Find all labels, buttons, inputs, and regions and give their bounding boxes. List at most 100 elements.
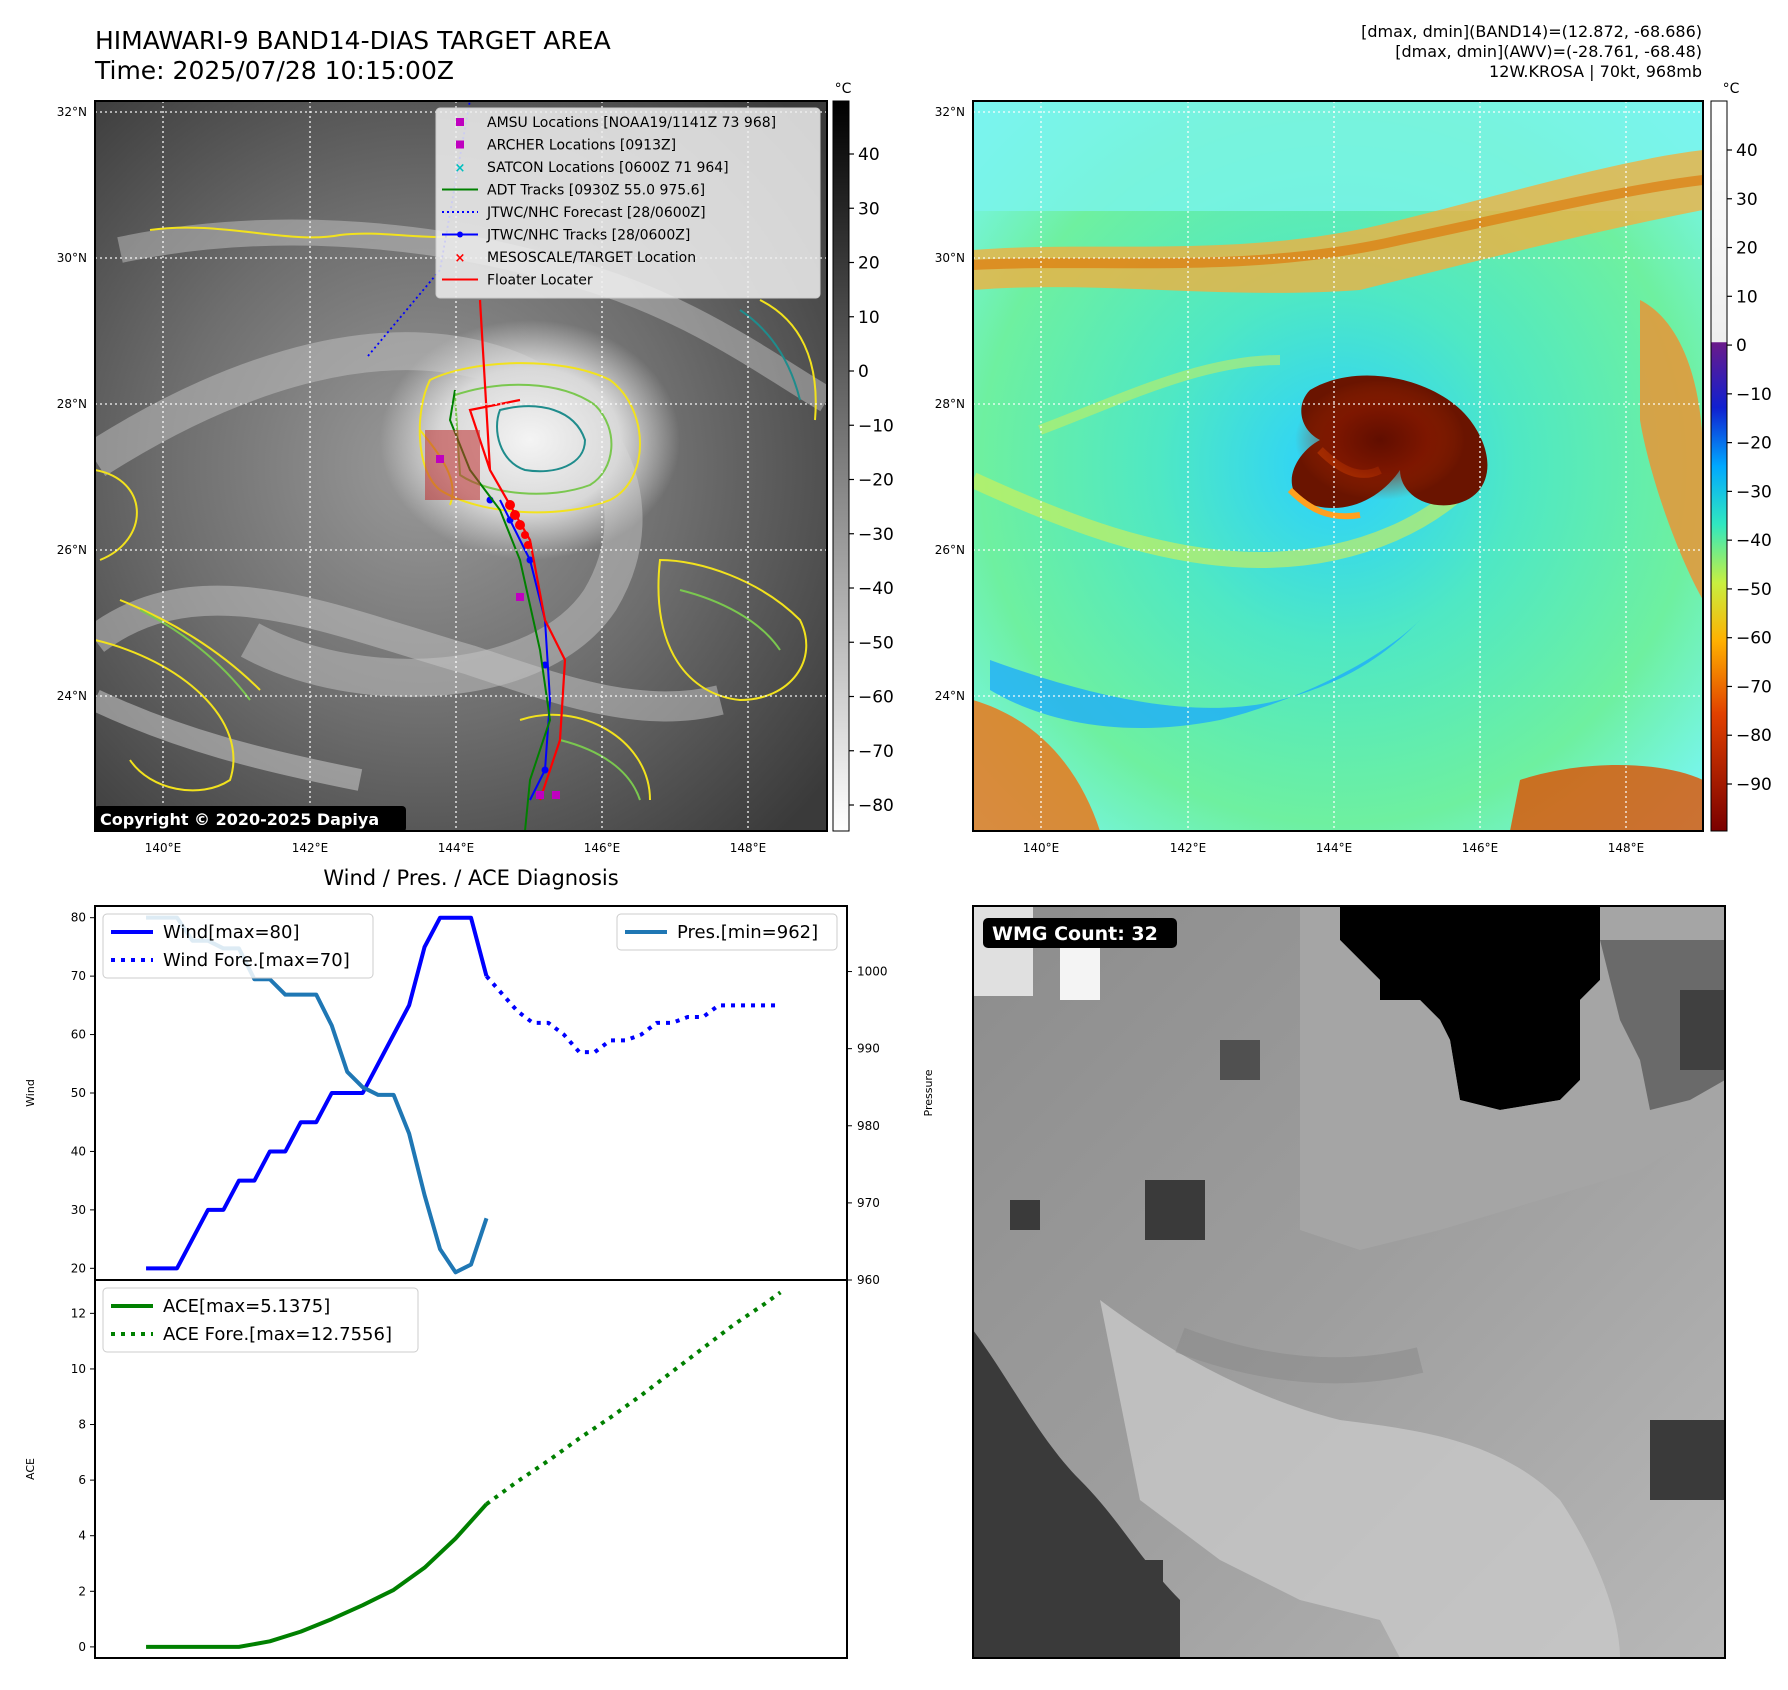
wmg-frame [972, 905, 1726, 1659]
wind-tick-label: 80 [71, 911, 86, 925]
info-line-1: [dmax, dmin](BAND14)=(12.872, -68.686) [1361, 22, 1702, 41]
chart-legend [102, 913, 374, 979]
colorbar-tick-label: −10 [1736, 385, 1772, 405]
ace-tick-label: 0 [78, 1640, 86, 1654]
ir-lat-tick: 28°N [57, 397, 87, 411]
amsu-archer-marks [436, 455, 560, 799]
ace-tick-label: 6 [78, 1473, 86, 1487]
awv-lat-tick: 32°N [935, 105, 965, 119]
legend-swatch: × [455, 251, 466, 266]
legend-swatch: × [455, 161, 466, 176]
legend-label: ARCHER Locations [0913Z] [487, 138, 676, 154]
pressure-tick-label: 960 [857, 1273, 880, 1287]
legend-item: AMSU Locations [NOAA19/1141Z 73 968] [456, 115, 776, 131]
wind-axis-label: Wind [24, 1079, 37, 1107]
series-line [485, 1290, 782, 1506]
color-colorbar: °C 40 30 20 10 0 −10 −20 −30 −40 −50 −60 −70 −80 −90 [1710, 81, 1772, 832]
awv-lat-tick: 30°N [935, 251, 965, 265]
ace-tick-label: 2 [78, 1584, 86, 1598]
ace-tick-label: 12 [71, 1306, 86, 1320]
pressure-tick-label: 1000 [857, 965, 888, 979]
colorbar-tick-label: −40 [858, 579, 894, 599]
ir-lon-tick: 146°E [584, 841, 621, 855]
ir-map-frame [94, 100, 828, 832]
wind-tick-label: 40 [71, 1144, 86, 1158]
colorbar-tick-label: 30 [1736, 190, 1758, 210]
copyright-text: Copyright © 2020-2025 Dapiya [100, 810, 379, 829]
awv-imagery [973, 101, 1703, 831]
pressure-tick-label: 970 [857, 1196, 880, 1210]
awv-map-frame [972, 100, 1704, 832]
colorbar-tick-label: −60 [1736, 629, 1772, 649]
info-line-2: [dmax, dmin](AWV)=(-28.761, -68.48) [1395, 42, 1702, 61]
legend-item: × MESOSCALE/TARGET Location [455, 250, 697, 266]
legend-item: JTWC/NHC Tracks [28/0600Z] [442, 228, 690, 244]
pressure-tick-label: 980 [857, 1119, 880, 1133]
legend-label: JTWC/NHC Forecast [28/0600Z] [486, 205, 706, 221]
legend-label: Floater Locater [487, 273, 593, 289]
legend-label: JTWC/NHC Tracks [28/0600Z] [486, 228, 690, 244]
ir-lat-tick: 30°N [57, 251, 87, 265]
info-line-3: 12W.KROSA | 70kt, 968mb [1489, 62, 1702, 81]
series-line [146, 915, 489, 1271]
legend-item: JTWC/NHC Forecast [28/0600Z] [442, 205, 706, 221]
series-line [484, 974, 781, 1055]
ace-axis-label: ACE [24, 1458, 37, 1480]
ir-lat-tick: 32°N [57, 105, 87, 119]
copyright-badge [94, 806, 406, 832]
wind-pressure-chart: Wind / Pres. / ACE Diagnosis Wind Pressu… [24, 866, 935, 1287]
colorbar-tick-label: −20 [858, 471, 894, 491]
wind-tick-label: 60 [71, 1028, 86, 1042]
ir-lon-tick: 142°E [292, 841, 329, 855]
floater-locater [468, 299, 567, 801]
wind-tick-label: 20 [71, 1261, 86, 1275]
colorbar-tick-label: 40 [858, 145, 880, 165]
colorbar-tick-label: −90 [1736, 775, 1772, 795]
diagnosis-title: Wind / Pres. / ACE Diagnosis [323, 866, 618, 890]
map-legend: AMSU Locations [NOAA19/1141Z 73 968] ARCH… [435, 107, 821, 299]
legend-swatch [456, 140, 464, 149]
colorbar-tick-label: 40 [1736, 141, 1758, 161]
colorbar-tick-label: 0 [1736, 336, 1747, 356]
awv-map-panel: 32°N 30°N 28°N 26°N 24°N 140°E 142°E 144… [935, 100, 1704, 855]
legend-label: MESOSCALE/TARGET Location [487, 250, 696, 266]
awv-lon-tick: 140°E [1023, 841, 1060, 855]
color-colorbar-unit: °C [1723, 81, 1740, 97]
wind-tick-label: 50 [71, 1086, 86, 1100]
colorbar-tick-label: −70 [858, 742, 894, 762]
legend-item: × SATCON Locations [0600Z 71 964] [455, 160, 729, 176]
ir-map-panel: 32°N 30°N 28°N 26°N 24°N 140°E 142°E 144… [57, 100, 828, 855]
title-line-1: HIMAWARI-9 BAND14-DIAS TARGET AREA [95, 26, 611, 55]
ace-tick-label: 8 [78, 1418, 86, 1432]
colorbar-tick-label: 20 [858, 254, 880, 274]
info-block: [dmax, dmin](BAND14)=(12.872, -68.686) [… [1361, 22, 1702, 82]
chart-legend [616, 913, 838, 951]
colorbar-tick-label: −40 [1736, 531, 1772, 551]
colorbar-tick-label: −50 [1736, 580, 1772, 600]
pressure-tick-label: 990 [857, 1042, 880, 1056]
wind-tick-label: 30 [71, 1203, 86, 1217]
figure-title: HIMAWARI-9 BAND14-DIAS TARGET AREA Time:… [95, 26, 611, 86]
colorbar-tick-label: 0 [858, 362, 869, 382]
wmg-panel: WMG Count: 32 [972, 905, 1726, 1659]
chart-legend [102, 1287, 419, 1353]
legend-label: Wind Fore.[max=70] [163, 950, 350, 971]
legend-label: AMSU Locations [NOAA19/1141Z 73 968] [487, 115, 776, 131]
colorbar-tick-label: −80 [1736, 726, 1772, 746]
colorbar-tick-label: 10 [858, 308, 880, 328]
target-marks [505, 500, 532, 549]
ace-chart: ACE 0 2 4 6 8 10 12 ACE[max=5.1375] ACE Fore.[m… [24, 1279, 848, 1659]
colorbar-tick-label: −30 [858, 525, 894, 545]
colorbar-tick-label: −70 [1736, 677, 1772, 697]
ir-lon-tick: 140°E [145, 841, 182, 855]
legend-item: ARCHER Locations [0913Z] [456, 138, 676, 154]
legend-swatch [456, 118, 464, 126]
ace-tick-label: 10 [71, 1362, 86, 1376]
colorbar-tick-label: −50 [858, 633, 894, 653]
awv-lon-tick: 142°E [1170, 841, 1207, 855]
awv-lat-tick: 24°N [935, 689, 965, 703]
wind-tick-label: 70 [71, 969, 86, 983]
ace-tick-label: 4 [78, 1529, 86, 1543]
ir-lat-tick: 24°N [57, 689, 87, 703]
colorbar-tick-label: 30 [858, 199, 880, 219]
